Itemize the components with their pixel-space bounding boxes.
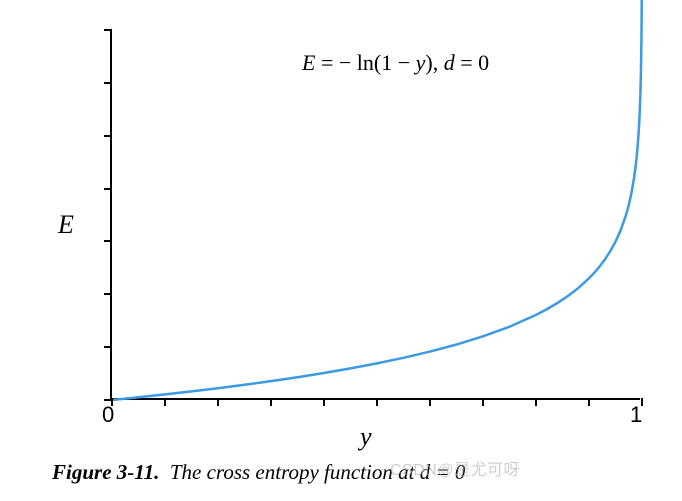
chart-container: E E = − ln(1 − y), d = 0 0 1 y (40, 20, 650, 440)
y-tick (104, 346, 112, 348)
x-axis-label: y (360, 422, 372, 452)
x-tick (482, 398, 484, 406)
x-tick (535, 398, 537, 406)
y-axis-label: E (58, 210, 74, 240)
cross-entropy-curve (112, 0, 642, 400)
watermark-text: CSDN@是尤可呀 (390, 456, 520, 480)
y-tick (104, 188, 112, 190)
plot-area: E = − ln(1 − y), d = 0 (110, 30, 640, 400)
x-tick (164, 398, 166, 406)
x-tick (588, 398, 590, 406)
x-tick (270, 398, 272, 406)
x-tick-label-start: 0 (102, 402, 114, 428)
y-tick (104, 29, 112, 31)
x-tick (323, 398, 325, 406)
x-tick (429, 398, 431, 406)
x-tick (376, 398, 378, 406)
y-tick (104, 135, 112, 137)
x-tick (217, 398, 219, 406)
y-tick (104, 82, 112, 84)
x-tick-label-end: 1 (630, 402, 642, 428)
curve-svg (112, 30, 642, 400)
y-tick (104, 240, 112, 242)
figure-label: Figure 3-11. (52, 460, 159, 484)
y-tick (104, 293, 112, 295)
